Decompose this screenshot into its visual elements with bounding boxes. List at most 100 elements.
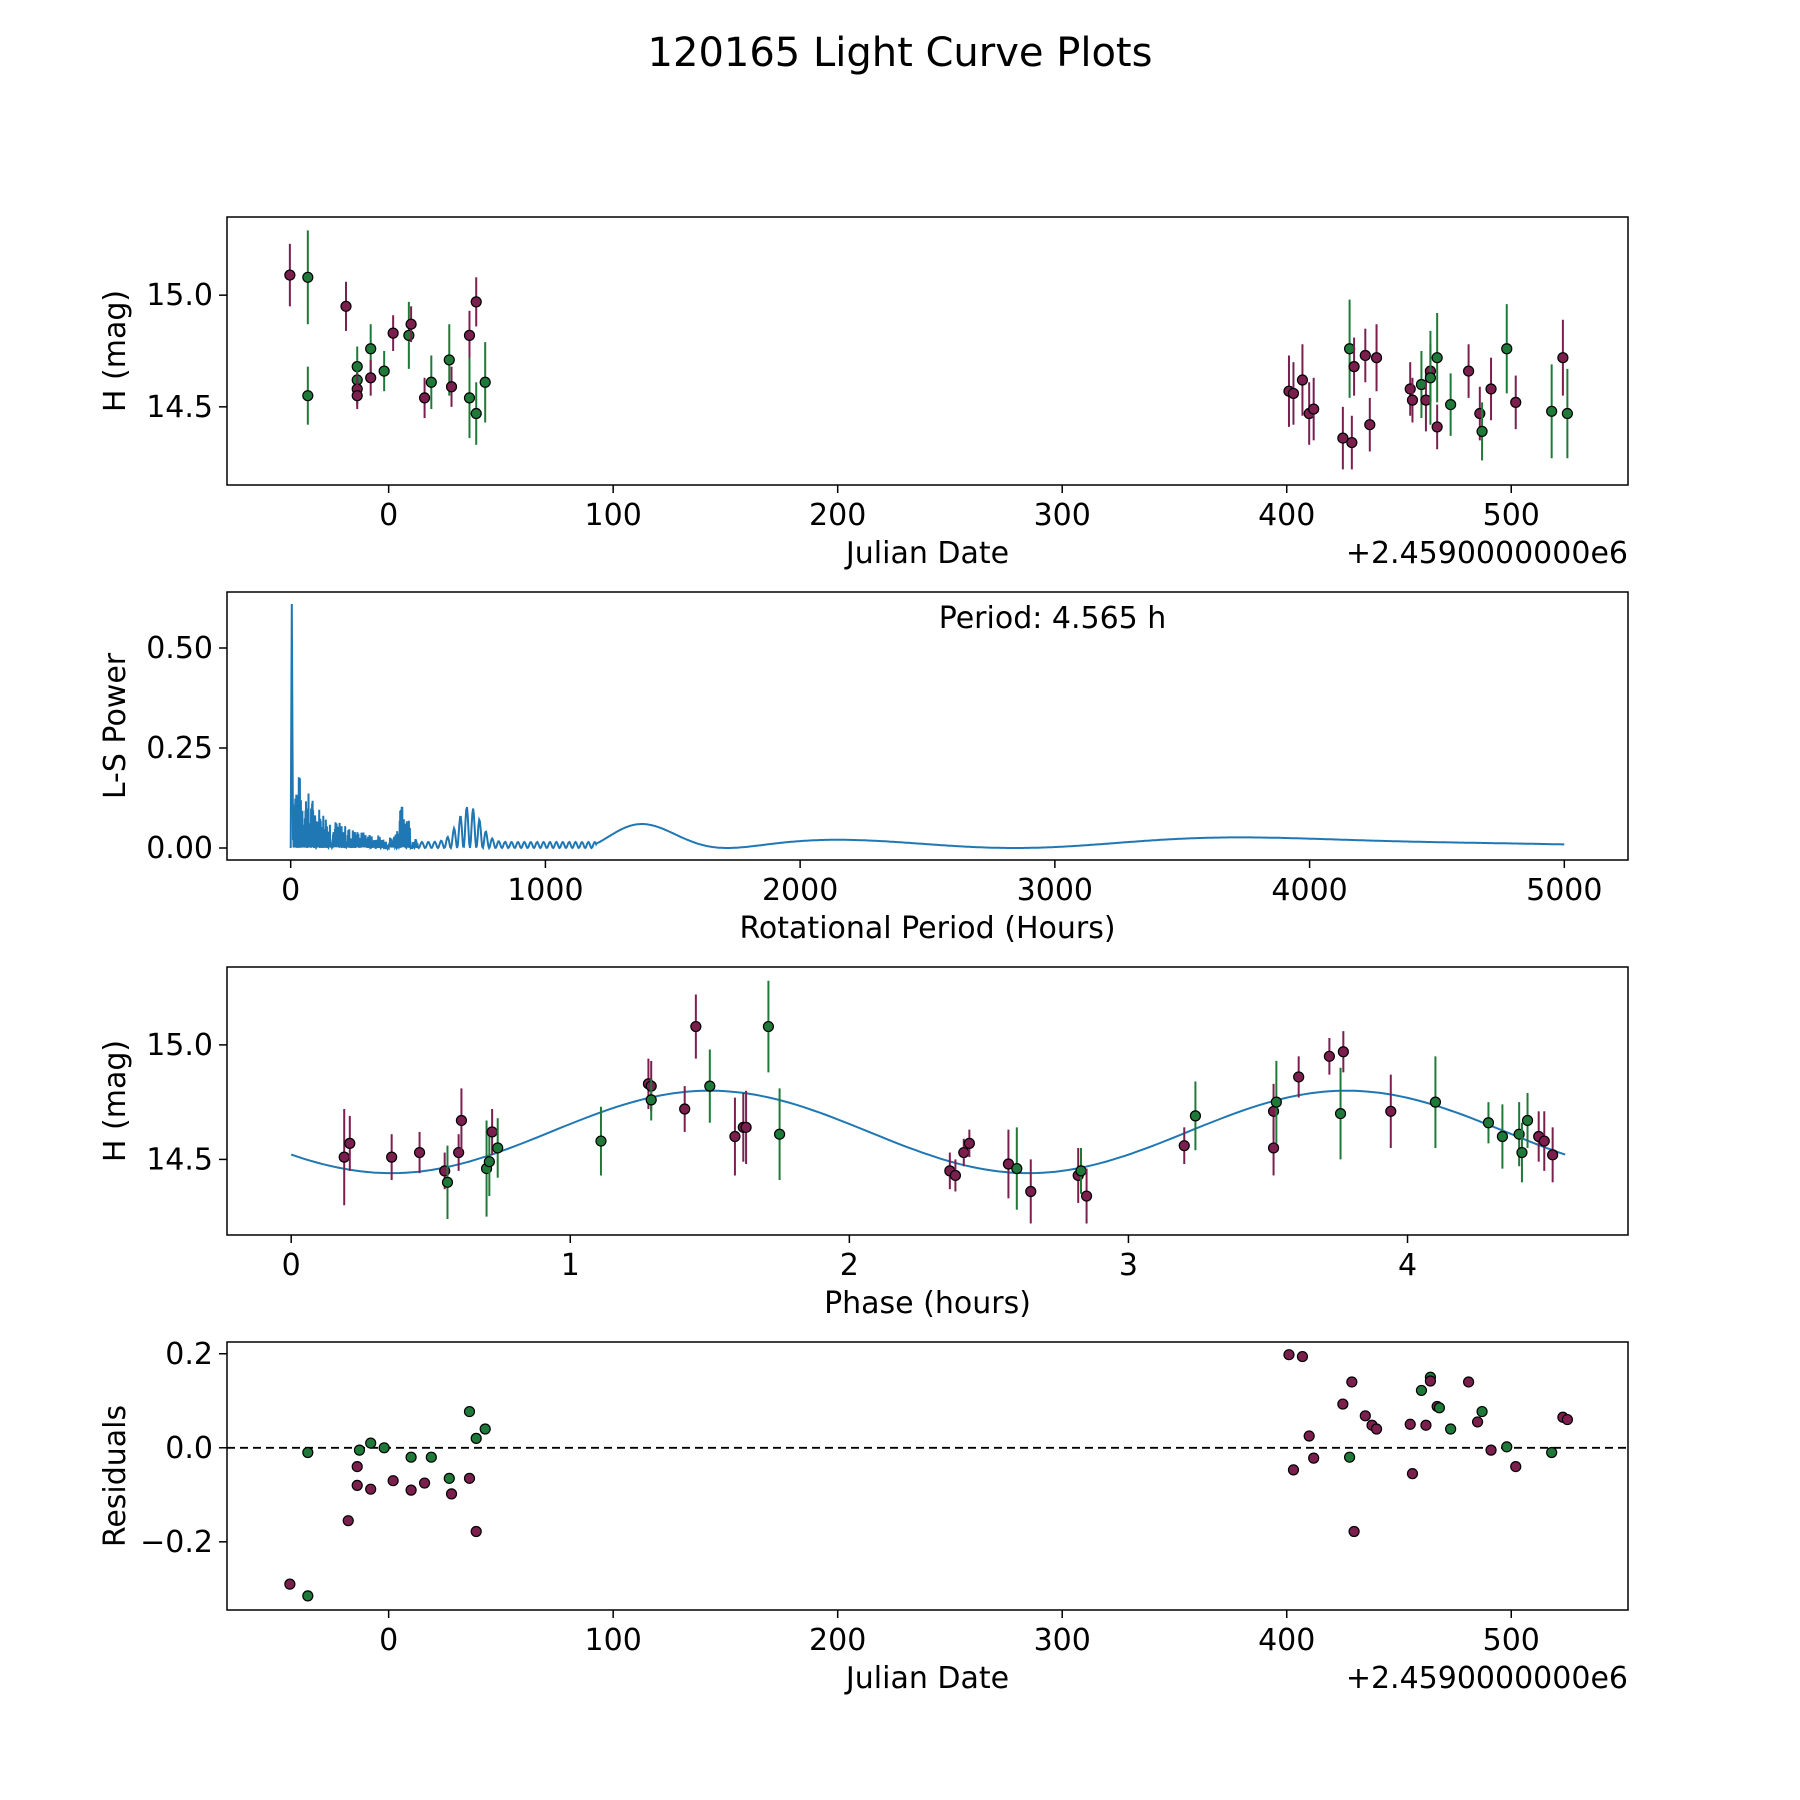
data-point [1270, 1096, 1282, 1108]
periodogram-frame [226, 591, 1629, 861]
phased-xtick-label: 4 [1398, 1248, 1417, 1283]
data-point [405, 1484, 417, 1496]
data-point [1178, 1140, 1190, 1152]
data-point [483, 1156, 495, 1168]
data-point [413, 1146, 426, 1159]
data-point [1359, 349, 1371, 362]
data-point [1385, 1105, 1397, 1117]
data-point [443, 354, 455, 366]
data-point [1359, 1410, 1371, 1422]
data-point [1287, 1464, 1300, 1476]
data-point [1348, 1525, 1360, 1538]
data-point [1303, 1430, 1315, 1442]
phased-ytick-label: 15.0 [146, 1028, 213, 1063]
data-point [1075, 1165, 1087, 1177]
data-point [470, 1432, 482, 1444]
data-point [365, 1437, 377, 1449]
data-point [1283, 1349, 1295, 1361]
periodogram-ytick-label: 0.25 [146, 731, 213, 766]
data-point [1521, 1114, 1534, 1127]
data-point [405, 1451, 417, 1463]
data-point [463, 1472, 476, 1484]
data-point [425, 376, 437, 388]
data-point [1348, 361, 1360, 373]
periodogram-xtick-label: 5000 [1526, 873, 1602, 908]
data-point [365, 372, 377, 384]
data-point [425, 1451, 437, 1463]
data-point [1474, 407, 1486, 420]
lightcurve-xlabel: Julian Date [844, 536, 1009, 571]
data-point [378, 365, 390, 377]
residuals-xtick-label: 200 [809, 1623, 866, 1658]
data-point [1501, 1441, 1513, 1453]
data-point [470, 1525, 482, 1538]
residuals-frame [226, 1341, 1629, 1611]
data-point [1561, 407, 1573, 420]
data-point [387, 1475, 399, 1487]
periodogram-ytick-label: 0.50 [146, 631, 213, 666]
periodogram-panel: 0 1000 2000 3000 4000 5000 0.00 0.25 0.50 Rotatio… [98, 591, 1629, 946]
data-point [1429, 1096, 1442, 1108]
data-point [351, 1460, 363, 1473]
data-point [302, 390, 314, 402]
figure-title: 120165 Light Curve Plots [647, 30, 1153, 76]
lightcurve-xtick-label: 0 [379, 498, 398, 533]
data-point [351, 1479, 363, 1492]
data-point [1516, 1146, 1528, 1159]
data-point [1433, 1402, 1446, 1414]
phased-ytick-label: 14.5 [146, 1142, 213, 1177]
data-point [1485, 1444, 1497, 1456]
residuals-ylabel: Residuals [98, 1405, 133, 1547]
residuals-offset-label: +2.4590000000e6 [1346, 1661, 1628, 1696]
data-point [1189, 1110, 1202, 1122]
data-point [1296, 374, 1309, 386]
phased-xtick-label: 0 [282, 1248, 301, 1283]
data-point [1080, 1190, 1093, 1202]
data-point [338, 1151, 350, 1163]
phased-xtick-label: 3 [1119, 1248, 1138, 1283]
data-point [1296, 1350, 1309, 1363]
data-point [1364, 419, 1376, 431]
periodogram-line [289, 603, 1565, 852]
data-point [302, 271, 314, 283]
data-point [1445, 399, 1457, 411]
data-point [405, 318, 417, 330]
data-point [1334, 1107, 1347, 1120]
data-point [740, 1121, 752, 1133]
data-point [1308, 1452, 1320, 1464]
data-point [762, 1020, 775, 1033]
data-point [342, 1515, 354, 1527]
data-point [351, 390, 363, 402]
data-point [492, 1142, 504, 1154]
data-point [1002, 1158, 1015, 1170]
data-point [690, 1020, 702, 1033]
data-point [1431, 421, 1443, 433]
data-point [365, 343, 377, 355]
data-point [470, 296, 482, 308]
data-point [1476, 425, 1488, 437]
data-point [340, 300, 352, 312]
residuals-xtick-label: 0 [379, 1623, 398, 1658]
data-point [1547, 1149, 1559, 1161]
data-point [1561, 1413, 1573, 1426]
data-point [455, 1114, 468, 1127]
data-point [302, 1446, 314, 1459]
data-point [729, 1130, 741, 1143]
lightcurve-offset-label: +2.4590000000e6 [1346, 536, 1628, 571]
period-annotation: Period: 4.565 h [939, 601, 1167, 636]
model-fit-line [290, 1089, 1566, 1175]
data-point [418, 392, 431, 404]
data-point [1424, 372, 1437, 384]
data-point [1424, 1375, 1437, 1387]
data-point [1404, 383, 1416, 395]
residuals-xlabel: Julian Date [844, 1661, 1009, 1696]
residuals-xtick-label: 300 [1034, 1623, 1091, 1658]
periodogram-ytick-label: 0.00 [146, 831, 213, 866]
data-point [1267, 1142, 1280, 1154]
lightcurve-xtick-label: 500 [1483, 498, 1540, 533]
data-point [1346, 1376, 1358, 1388]
data-point [1557, 352, 1569, 364]
residuals-ytick-label: −0.2 [140, 1525, 213, 1560]
data-point [645, 1094, 657, 1106]
